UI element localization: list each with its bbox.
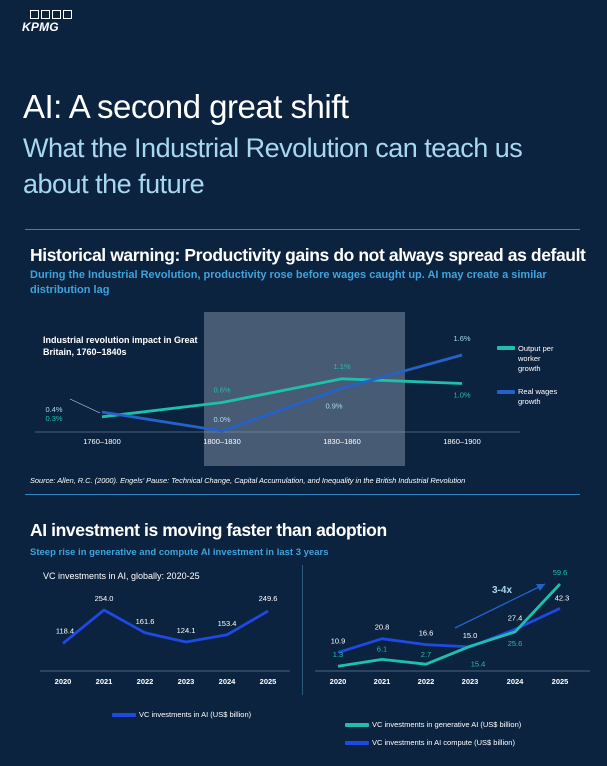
page-subtitle: What the Industrial Revolution can teach… <box>23 133 523 199</box>
data-label: 2.7 <box>421 650 431 659</box>
section2-title: AI investment is moving faster than adop… <box>30 520 387 540</box>
annotation-arrow <box>454 583 546 629</box>
data-label: 25.6 <box>508 639 523 648</box>
legend-swatch <box>497 346 515 350</box>
data-label: 42.3 <box>555 593 570 602</box>
chart2-title: VC investments in AI, globally: 2020-25 <box>43 571 200 581</box>
data-label: 153.4 <box>218 619 237 628</box>
legend-label: growth <box>518 397 541 406</box>
kpmg-logo: KPMG <box>22 10 72 34</box>
x-tick-label: 2020 <box>55 677 72 686</box>
section2-subtitle: Steep rise in generative and compute AI … <box>30 547 329 558</box>
section1-title: Historical warning: Productivity gains d… <box>30 245 586 265</box>
data-label: 249.6 <box>259 594 278 603</box>
x-tick-label: 2023 <box>462 677 479 686</box>
x-tick-label: 2025 <box>552 677 569 686</box>
data-label: 254.0 <box>95 594 114 603</box>
data-label: 0.4% <box>45 405 62 414</box>
x-tick-label: 2021 <box>96 677 113 686</box>
logo-text: KPMG <box>22 20 59 34</box>
series-line-1 <box>101 353 463 433</box>
series-line-1 <box>337 607 561 654</box>
arrowhead-icon <box>536 584 545 591</box>
data-label: 0.3% <box>45 414 62 423</box>
x-tick-label: 1830–1860 <box>323 437 361 446</box>
legend-label: growth <box>518 364 541 373</box>
data-label: 161.6 <box>136 617 155 626</box>
series-line-0 <box>337 583 562 668</box>
data-label: 15.0 <box>463 631 478 640</box>
chart-divider <box>302 565 303 695</box>
page-title: AI: A second great shift <box>23 88 349 125</box>
series-line <box>62 608 269 645</box>
data-label: 59.6 <box>553 568 568 577</box>
data-label: 0.6% <box>213 386 230 395</box>
x-tick-label: 2024 <box>507 677 525 686</box>
data-label: 124.1 <box>177 626 196 635</box>
x-tick-label: 2022 <box>418 677 435 686</box>
legend-label: worker <box>517 354 541 363</box>
annotation-label: 3-4x <box>492 585 512 596</box>
x-tick-label: 2024 <box>219 677 237 686</box>
data-label: 20.8 <box>375 623 390 632</box>
highlight-panel <box>204 312 405 466</box>
legend-label: VC investments in AI compute (US$ billio… <box>372 738 515 747</box>
x-tick-label: 1800–1830 <box>203 437 241 446</box>
section-divider <box>25 494 580 495</box>
data-label: 15.4 <box>471 659 486 668</box>
x-tick-label: 1760–1800 <box>83 437 121 446</box>
series-line-0 <box>101 377 463 419</box>
legend-swatch <box>112 713 136 717</box>
data-label: 1.1% <box>333 362 350 371</box>
data-label: 6.1 <box>377 644 387 653</box>
legend-label: VC investments in generative AI (US$ bil… <box>372 720 522 729</box>
industrial-revolution-chart: 1760–1800 1800–1830 1830–1860 1860–1900 0.3%… <box>35 312 557 466</box>
legend-label: Output per <box>518 344 554 353</box>
leader-line <box>69 398 101 414</box>
data-label: 10.9 <box>331 637 346 646</box>
x-tick-label: 2023 <box>178 677 195 686</box>
legend-swatch <box>497 390 515 394</box>
data-label: 0.9% <box>325 401 342 410</box>
legend-label: Real wages <box>518 387 557 396</box>
legend-label: VC investments in AI (US$ billion) <box>139 710 252 719</box>
data-label: 1.6% <box>453 334 470 343</box>
x-tick-label: 2022 <box>137 677 154 686</box>
data-label: 27.4 <box>508 613 523 622</box>
logo-boxes-icon <box>30 10 72 19</box>
legend-swatch <box>345 741 369 745</box>
legend-swatch <box>345 723 369 727</box>
data-label: 118.4 <box>56 626 74 635</box>
x-tick-label: 2020 <box>330 677 347 686</box>
section1-subtitle: During the Industrial Revolution, produc… <box>30 269 547 296</box>
chart1-title: Industrial revolution impact in Great Br… <box>43 335 198 357</box>
vc-investment-chart: 2020 2021 2022 2023 2024 2025 118.4 254.0 161.6 1… <box>40 594 290 719</box>
source-note: Source: Allen, R.C. (2000). Engels' Paus… <box>30 476 466 485</box>
genai-compute-chart: 2020 2021 2022 2023 2024 2025 10.9 20.8 16.6 15.0… <box>315 568 590 747</box>
data-label: 1.0% <box>453 391 470 400</box>
data-label: 1.3 <box>333 650 343 659</box>
x-tick-label: 2021 <box>374 677 391 686</box>
x-tick-label: 2025 <box>260 677 277 686</box>
section-divider <box>25 229 580 230</box>
data-label: 0.0% <box>213 415 230 424</box>
x-tick-label: 1860–1900 <box>443 437 481 446</box>
data-label: 16.6 <box>419 629 434 638</box>
